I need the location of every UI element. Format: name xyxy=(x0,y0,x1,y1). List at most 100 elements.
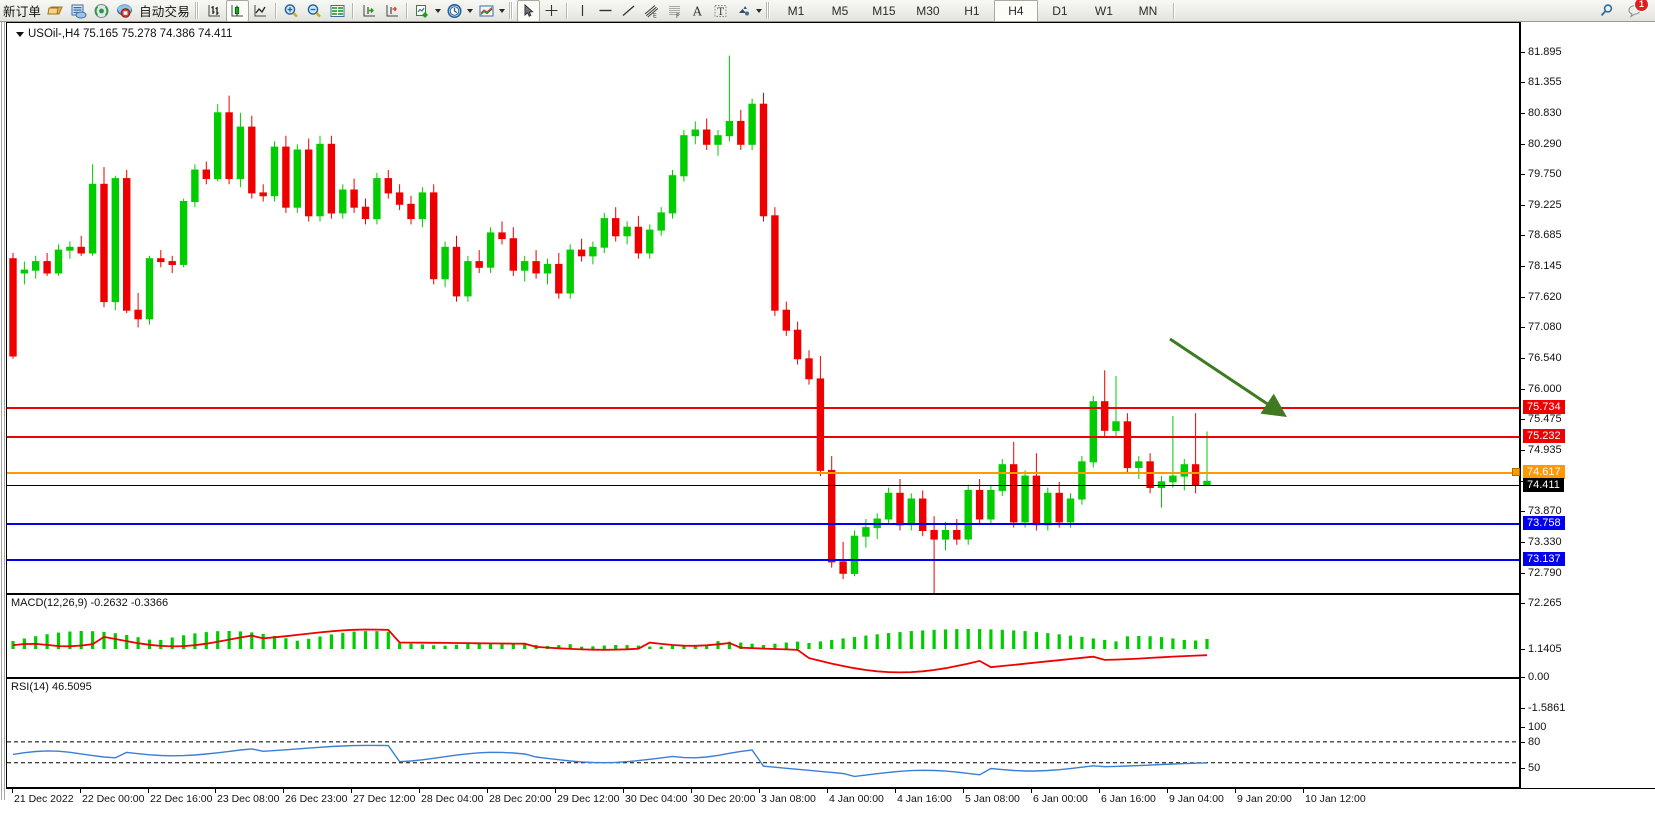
price-tick: 73.870 xyxy=(1521,505,1562,517)
cursor-icon[interactable] xyxy=(516,0,540,22)
indicators-icon[interactable] xyxy=(411,0,434,22)
price-tick: 77.080 xyxy=(1521,321,1562,333)
terminal-icon[interactable] xyxy=(67,0,90,22)
timeframe-m1[interactable]: M1 xyxy=(787,3,805,18)
svg-text:F: F xyxy=(676,13,680,19)
chart-scroll-grip[interactable] xyxy=(0,22,6,800)
price-tick: 79.225 xyxy=(1521,199,1562,211)
indicators-dropdown-arrow[interactable] xyxy=(434,1,443,21)
level-line-support-2[interactable] xyxy=(7,559,1519,561)
macd-tick: -1.5861 xyxy=(1521,702,1565,714)
shift-icon[interactable] xyxy=(357,0,380,22)
label-icon[interactable]: T xyxy=(709,0,732,22)
objects-dropdown-arrow[interactable] xyxy=(755,1,764,21)
chart-menu-caret[interactable] xyxy=(16,31,24,37)
price-axis[interactable]: 81.895 81.355 80.830 80.290 79.750 79.22… xyxy=(1520,22,1655,807)
price-label-order-level[interactable]: 74.617 xyxy=(1523,465,1565,479)
signals-icon[interactable] xyxy=(90,0,113,22)
toolbar-grip[interactable] xyxy=(194,2,199,19)
timeframe-mn[interactable]: MN xyxy=(1138,3,1158,18)
toolbar-separator-5 xyxy=(1172,2,1175,19)
rsi-tick: 50 xyxy=(1521,762,1540,774)
level-line-support-1[interactable] xyxy=(7,523,1519,525)
price-tick: 76.000 xyxy=(1521,383,1562,395)
period-icon[interactable] xyxy=(443,0,466,22)
svg-text:E: E xyxy=(653,12,657,19)
price-label-resistance-2[interactable]: 75.232 xyxy=(1523,429,1565,443)
alerts-icon[interactable]: 1 xyxy=(1624,0,1649,22)
templates-icon[interactable] xyxy=(475,0,498,22)
autotrading-icon[interactable] xyxy=(113,0,136,22)
time-axis[interactable]: 21 Dec 2022 22 Dec 00:00 22 Dec 16:00 23 De… xyxy=(6,788,1655,810)
level-line-order-level[interactable] xyxy=(7,472,1519,474)
price-tick: 75.475 xyxy=(1521,413,1562,425)
svg-text:T: T xyxy=(717,7,724,18)
timeframe-d1[interactable]: D1 xyxy=(1052,3,1068,18)
price-tick: 79.750 xyxy=(1521,168,1562,180)
objects-icon[interactable] xyxy=(732,0,755,22)
macd-title: MACD(12,26,9) -0.2632 -0.3366 xyxy=(11,597,172,609)
macd-plot xyxy=(11,628,1209,674)
crosshair-icon[interactable] xyxy=(540,0,563,22)
period-dropdown-arrow[interactable] xyxy=(466,1,475,21)
timeframe-m30[interactable]: M30 xyxy=(916,3,940,18)
price-tick: 81.895 xyxy=(1521,46,1562,58)
level-line-resistance-2[interactable] xyxy=(7,436,1519,438)
auto-scroll-icon[interactable] xyxy=(380,0,403,22)
candlestick-icon[interactable] xyxy=(225,0,249,22)
toolbar-grip-3[interactable] xyxy=(765,2,770,19)
order-marker[interactable] xyxy=(1512,468,1520,476)
price-tick: 73.330 xyxy=(1521,536,1562,548)
timeframe-h1[interactable]: H1 xyxy=(964,3,980,18)
timeframe-m5[interactable]: M5 xyxy=(831,3,849,18)
price-label-support-1[interactable]: 73.758 xyxy=(1523,516,1565,530)
toolbar-separator xyxy=(274,2,277,19)
level-line-resistance-1[interactable] xyxy=(7,407,1519,409)
templates-dropdown-arrow[interactable] xyxy=(498,1,507,21)
timeframe-m15[interactable]: M15 xyxy=(872,3,896,18)
chart-title: USOil-,H4 75.165 75.278 74.386 74.411 xyxy=(16,28,232,40)
rsi-pane[interactable]: RSI(14) 46.5095 xyxy=(6,678,1520,788)
folder-icon[interactable] xyxy=(44,0,67,22)
time-tick: 3 Jan 08:00 xyxy=(761,793,816,805)
time-tick: 22 Dec 16:00 xyxy=(150,793,213,805)
toolbar-separator-4 xyxy=(565,2,568,19)
text-icon[interactable]: A xyxy=(686,0,709,22)
new-order-button[interactable]: 新订单 xyxy=(0,1,44,21)
search-icon[interactable] xyxy=(1595,0,1618,22)
time-tick: 30 Dec 04:00 xyxy=(625,793,688,805)
fibo-icon[interactable]: F xyxy=(663,0,686,22)
vline-icon[interactable] xyxy=(571,0,594,22)
hline-icon[interactable] xyxy=(594,0,617,22)
chart-workspace: USOil-,H4 75.165 75.278 74.386 74.411 MA… xyxy=(0,22,1655,822)
alerts-badge: 1 xyxy=(1634,0,1649,12)
toolbar-separator-3 xyxy=(405,2,408,19)
auto-trading-label: 自动交易 xyxy=(139,5,190,19)
time-tick: 9 Jan 20:00 xyxy=(1237,793,1292,805)
equidistant-channel-icon[interactable]: E xyxy=(640,0,663,22)
price-tick: 77.620 xyxy=(1521,291,1562,303)
price-pane[interactable]: USOil-,H4 75.165 75.278 74.386 74.411 xyxy=(6,22,1520,594)
level-line-current-price[interactable] xyxy=(7,485,1519,486)
line-chart-icon[interactable] xyxy=(249,0,272,22)
macd-pane[interactable]: MACD(12,26,9) -0.2632 -0.3366 xyxy=(6,594,1520,678)
zoom-out-icon[interactable] xyxy=(303,0,326,22)
data-window-icon[interactable] xyxy=(326,0,349,22)
toolbar-separator-2 xyxy=(351,2,354,19)
price-label-current-price[interactable]: 74.411 xyxy=(1523,478,1564,492)
price-tick: 76.540 xyxy=(1521,352,1562,364)
trendline-icon[interactable] xyxy=(617,0,640,22)
timeframe-h4[interactable]: H4 xyxy=(993,0,1038,22)
time-tick: 5 Jan 08:00 xyxy=(965,793,1020,805)
timeframe-group: M1 M5 M15 M30 H1 H4 D1 W1 MN xyxy=(774,0,1170,22)
rsi-tick: 80 xyxy=(1521,736,1540,748)
timeframe-w1[interactable]: W1 xyxy=(1094,3,1113,18)
price-label-resistance-1[interactable]: 75.734 xyxy=(1523,400,1565,414)
time-tick: 29 Dec 12:00 xyxy=(557,793,620,805)
bar-chart-icon[interactable] xyxy=(203,0,226,22)
price-label-support-2[interactable]: 73.137 xyxy=(1523,552,1565,566)
auto-trading-button[interactable]: 自动交易 xyxy=(136,1,193,21)
toolbar-grip-2[interactable] xyxy=(508,2,513,19)
price-tick: 78.145 xyxy=(1521,260,1562,272)
zoom-in-icon[interactable] xyxy=(280,0,303,22)
